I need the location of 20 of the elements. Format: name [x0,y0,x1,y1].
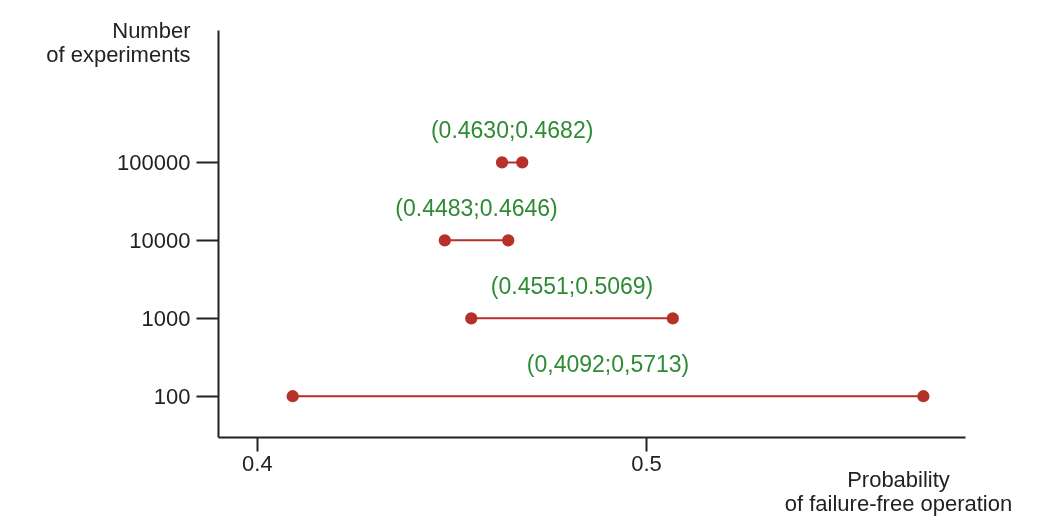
point [286,390,299,403]
y-tick-label: 1000 [141,305,191,331]
y-tick-label: 100000 [117,149,191,175]
point [465,312,478,325]
point [666,312,679,325]
point [495,156,509,169]
annotation: (0.4483;0.4646) [395,195,558,222]
x-tick-label: 0.4 [242,450,273,476]
point [438,234,451,247]
point [502,234,515,247]
y-tick-label: 100 [153,383,191,409]
annotation: (0.4630;0.4682) [430,117,594,144]
y-axis-title: Number of experiments [46,17,191,67]
x-axis-title: Probability of failure-free operation [784,466,1013,516]
point [516,156,529,169]
x-tick-label: 0.5 [631,450,662,476]
y-tick-label: 10000 [129,227,191,253]
point [917,390,930,403]
annotation: (0,4092;0,5713) [526,351,690,378]
annotation: (0.4551;0.5069) [490,273,654,300]
